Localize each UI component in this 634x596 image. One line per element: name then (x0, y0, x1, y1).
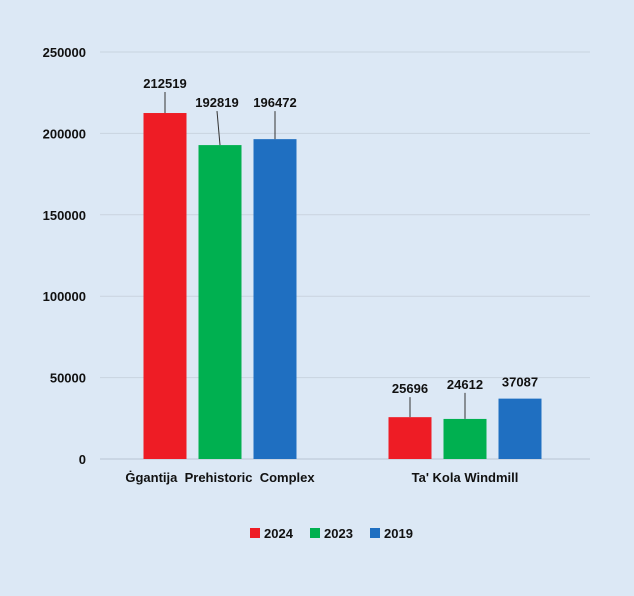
data-label: 24612 (447, 377, 483, 392)
legend-swatch-2019 (370, 528, 380, 538)
data-label: 212519 (143, 76, 186, 91)
y-tick-label: 150000 (43, 208, 86, 223)
legend-swatch-2023 (310, 528, 320, 538)
legend-label-2023: 2023 (324, 526, 353, 541)
data-label: 37087 (502, 375, 538, 390)
y-tick-label: 100000 (43, 289, 86, 304)
legend-swatch-2024 (250, 528, 260, 538)
category-label: Ta' Kola Windmill (412, 470, 519, 485)
bar-2019-ta-kola (498, 398, 542, 459)
bar-2023-ggantija (198, 145, 242, 459)
y-tick-label: 250000 (43, 45, 86, 60)
y-tick-label: 200000 (43, 126, 86, 141)
bar-2024-ggantija (143, 113, 187, 459)
bar-2024-ta-kola (388, 417, 432, 459)
bar-2019-ggantija (253, 139, 297, 459)
y-tick-label: 50000 (50, 371, 86, 386)
legend-label-2024: 2024 (264, 526, 294, 541)
data-label: 192819 (195, 95, 238, 110)
data-label: 196472 (253, 95, 296, 110)
data-label: 25696 (392, 381, 428, 396)
legend-label-2019: 2019 (384, 526, 413, 541)
data-label-leader (216, 111, 221, 146)
y-tick-label: 0 (79, 452, 86, 467)
category-label: Ġgantija Prehistoric Complex (125, 470, 315, 485)
bar-2023-ta-kola (443, 418, 487, 459)
